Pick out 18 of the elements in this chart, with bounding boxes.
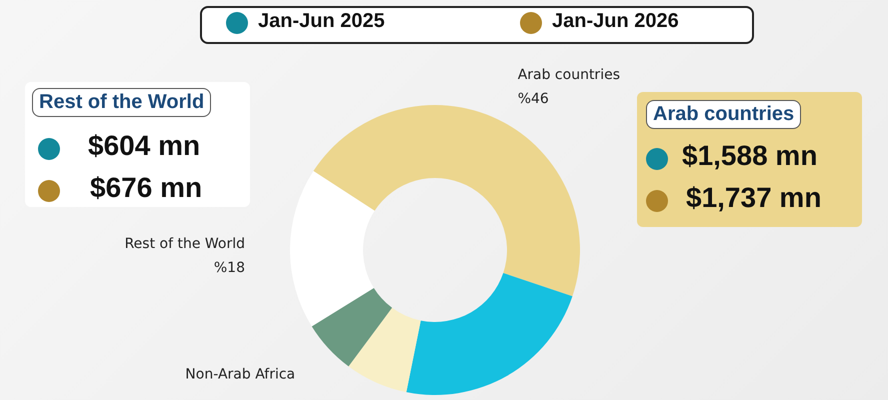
donut-slice	[290, 171, 375, 326]
text: Rest of the World	[32, 88, 212, 117]
donut-slice	[312, 288, 392, 366]
slice-label: Rest of the World	[124, 236, 246, 252]
text: $604 mn	[88, 130, 200, 162]
text: Jan-Jun 2025	[258, 10, 385, 33]
text: $1,588 mn	[682, 140, 818, 172]
data-label: %46	[518, 90, 549, 107]
text: Arab countries	[646, 100, 802, 129]
slice-label: Arab countries	[518, 66, 620, 83]
text: Jan-Jun 2026	[552, 10, 679, 33]
data-label: %18	[214, 260, 246, 276]
text: $1,737 mn	[686, 182, 822, 214]
slice-label: Non-Arab Africa	[185, 366, 296, 383]
donut-slice	[348, 308, 421, 392]
donut-slice	[406, 272, 572, 395]
donut-slice	[313, 105, 580, 296]
text: $676 mn	[90, 172, 202, 204]
